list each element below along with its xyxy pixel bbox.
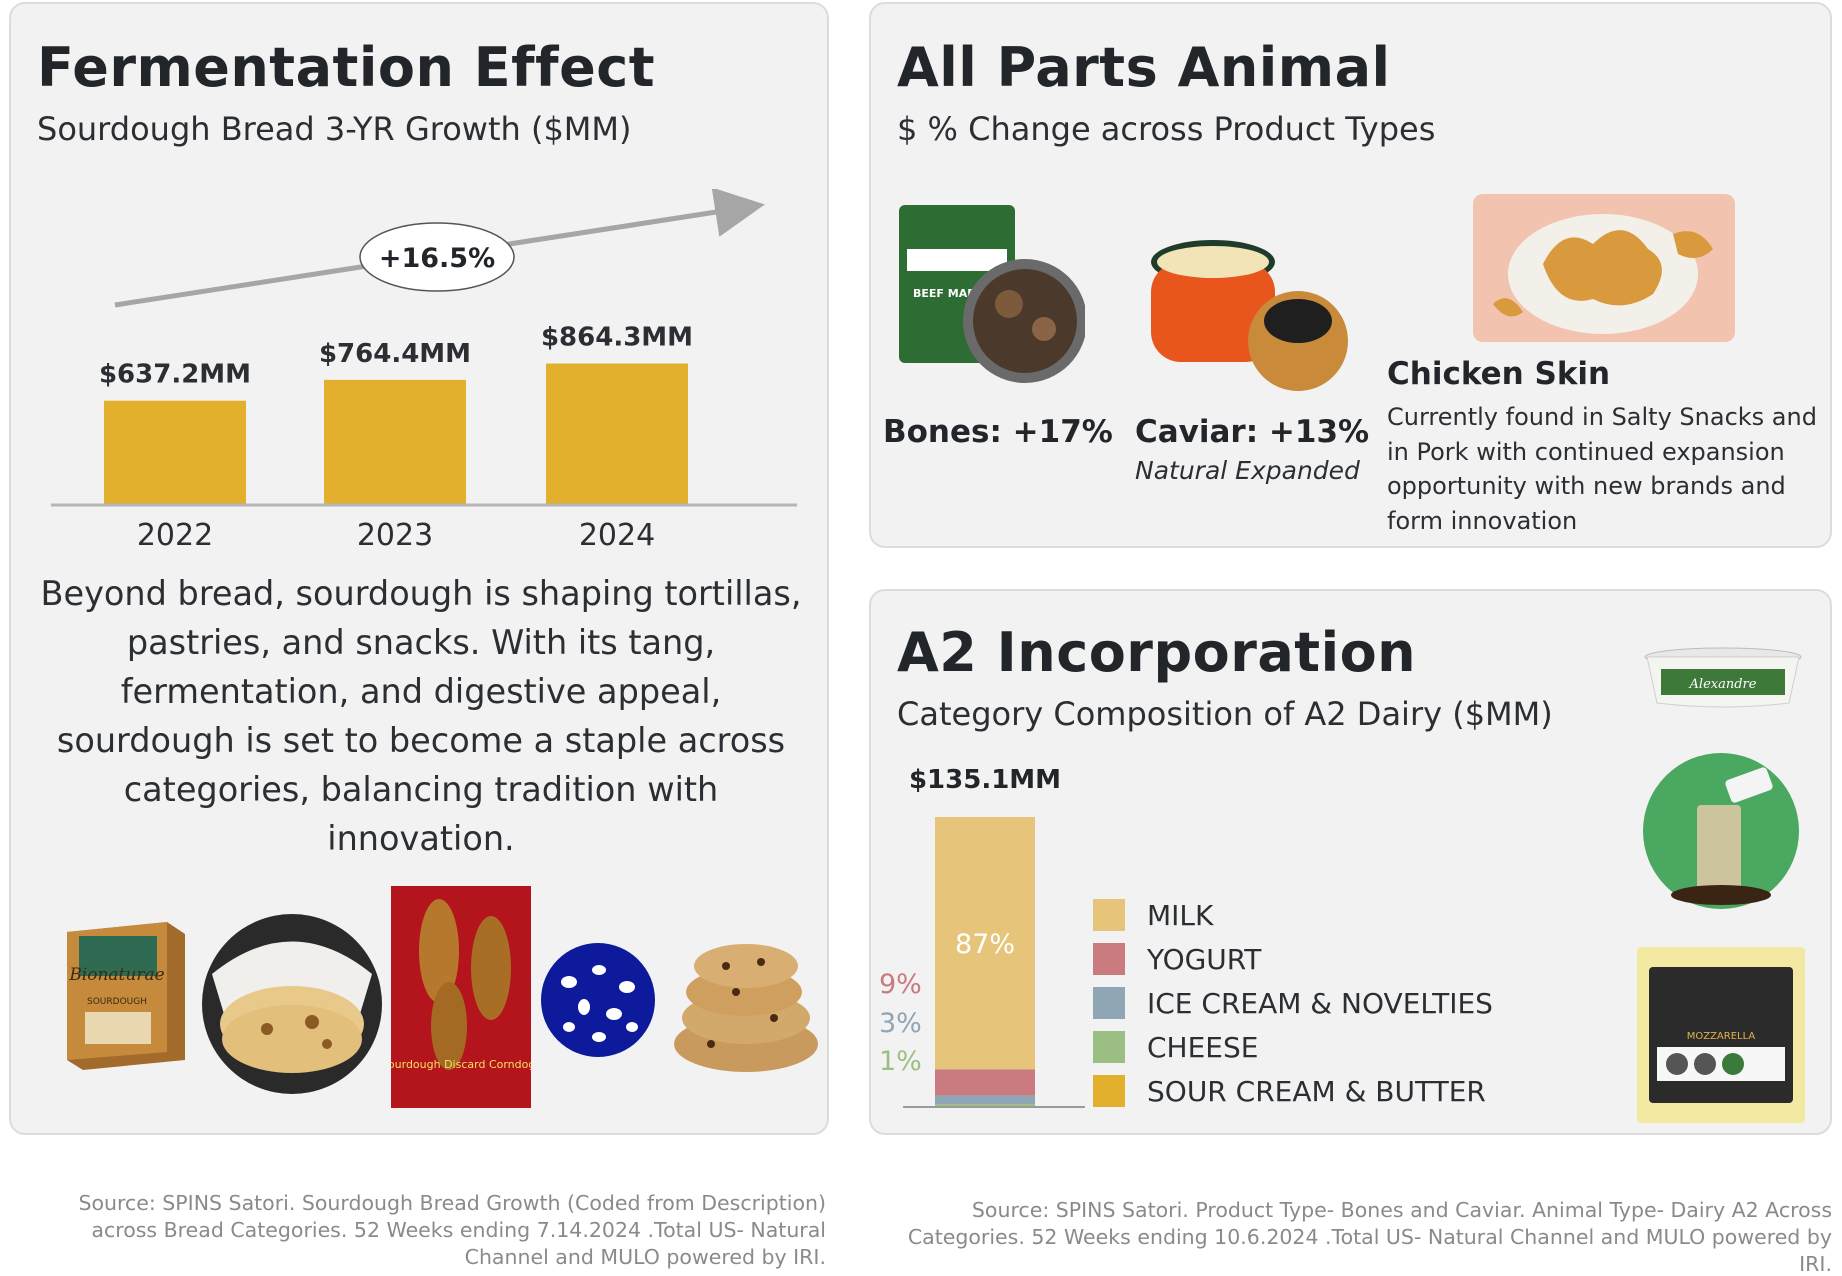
a2-title: A2 Incorporation (897, 621, 1417, 684)
a2-total-label: $135.1MM (909, 765, 1061, 795)
box-label-text: SOURDOUGH (87, 997, 147, 1007)
mozzarella-cheese-image: MOZZARELLA (1637, 947, 1805, 1123)
bar-2023 (324, 379, 466, 505)
caviar-image (1151, 240, 1348, 391)
chicken-skin-title: Chicken Skin (1387, 356, 1611, 392)
cookies-image (674, 944, 818, 1072)
a2-pct-label-cheese: 1% (879, 1046, 922, 1077)
bar-value-label-2024: $864.3MM (541, 323, 693, 353)
bar-value-label-2023: $764.4MM (319, 339, 471, 369)
x-tick-2022: 2022 (137, 518, 213, 553)
x-tick-2023: 2023 (357, 518, 433, 553)
bone-broth-image: BEEF MARROW BONES (899, 205, 1085, 383)
growth-badge-label: +16.5% (379, 243, 495, 274)
a2-segment-ice-cream-novelties (935, 1095, 1035, 1105)
growth-badge (359, 222, 515, 292)
legend-label: ICE CREAM & NOVELTIES (1147, 986, 1493, 1020)
legend-label: CHEESE (1147, 1030, 1259, 1064)
box-brand-text: Bionaturae (68, 965, 164, 985)
a2-pct-label-ice-cream-novelties: 3% (879, 1008, 922, 1039)
legend-item: CHEESE (1093, 1025, 1493, 1069)
tub-brand-text: Alexandre (1689, 677, 1757, 692)
blue-patterned-ball-image (541, 943, 655, 1057)
corndogs-image: Sourdough Discard Corndogs (391, 886, 531, 1108)
a2-segment-milk (935, 817, 1035, 1070)
caviar-note: Natural Expanded (1135, 456, 1360, 485)
a2-segment-yogurt (935, 1069, 1035, 1096)
sourdough-growth-chart: +16.5% $637.2MM 2022 $764.4MM 2023 $864.3MM 2… (51, 189, 797, 553)
a2-segment-cheese (935, 1104, 1035, 1107)
source-note-left: Source: SPINS Satori. Sourdough Bread Gr… (78, 1191, 826, 1269)
chicken-skin-image (1473, 194, 1735, 342)
legend-label: SOUR CREAM & BUTTER (1147, 1074, 1486, 1108)
cheese-label-text: MOZZARELLA (1687, 1031, 1756, 1042)
a2-dairy-composition-chart: $135.1MM 1% 3% 9% 87% (879, 765, 1085, 1108)
fermentation-title: Fermentation Effect (37, 36, 656, 99)
bar-2024 (546, 363, 688, 505)
fermentation-description: Beyond bread, sourdough is shaping torti… (40, 574, 802, 858)
legend-label: MILK (1147, 898, 1214, 932)
legend-item: YOGURT (1093, 937, 1493, 981)
sour-cream-tub-image: Alexandre (1644, 647, 1802, 708)
a2-subtitle: Category Composition of A2 Dairy ($MM) (897, 695, 1553, 733)
animal-title: All Parts Animal (897, 36, 1391, 99)
bones-stat: Bones: +17% (883, 414, 1113, 450)
fermentation-subtitle: Sourdough Bread 3-YR Growth ($MM) (37, 110, 632, 148)
animal-subtitle: $ % Change across Product Types (897, 110, 1436, 148)
bionaturae-box-image: Bionaturae SOURDOUGH (67, 922, 185, 1070)
bar-2022 (104, 400, 246, 505)
a2-pct-label-milk: 87% (955, 929, 1015, 960)
legend-label: YOGURT (1147, 942, 1262, 976)
caviar-stat: Caviar: +13% (1135, 414, 1370, 450)
tortillas-image (202, 914, 382, 1094)
chicken-skin-description: Currently found in Salty Snacks and in P… (1387, 403, 1817, 535)
a2-pct-label-yogurt: 9% (879, 969, 922, 1000)
fermentation-panel: Fermentation Effect Sourdough Bread 3-YR… (9, 2, 829, 1135)
x-tick-2024: 2024 (579, 518, 655, 553)
legend-swatch (1093, 1031, 1125, 1063)
legend-swatch (1093, 943, 1125, 975)
iced-coffee-image (1643, 753, 1799, 909)
legend-swatch (1093, 899, 1125, 931)
legend-swatch (1093, 987, 1125, 1019)
legend-item: MILK (1093, 893, 1493, 937)
legend-item: ICE CREAM & NOVELTIES (1093, 981, 1493, 1025)
source-note-right: Source: SPINS Satori. Product Type- Bone… (907, 1198, 1832, 1276)
corndog-label-text: Sourdough Discard Corndogs (391, 1058, 531, 1071)
a2-incorporation-panel: A2 Incorporation Category Composition of… (869, 589, 1832, 1135)
bar-value-label-2022: $637.2MM (99, 360, 251, 390)
legend-item: SOUR CREAM & BUTTER (1093, 1069, 1493, 1113)
all-parts-animal-panel: All Parts Animal $ % Change across Produ… (869, 2, 1832, 548)
a2-legend: MILK YOGURT ICE CREAM & NOVELTIES CHEESE SOU… (1093, 893, 1493, 1113)
legend-swatch (1093, 1075, 1125, 1107)
